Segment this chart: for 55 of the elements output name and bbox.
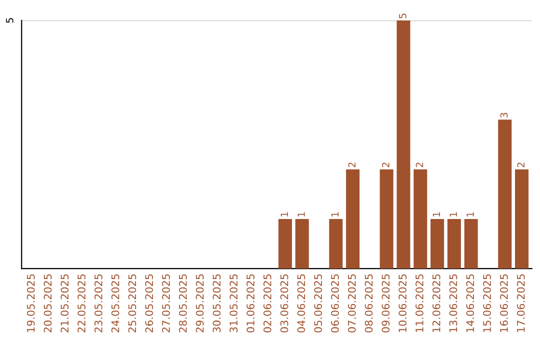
data-label: 1 (331, 212, 339, 217)
x-tick-label: 01.06.2025 (246, 274, 254, 332)
x-tick-label: 30.05.2025 (212, 274, 221, 332)
data-label: 5 (399, 14, 406, 18)
data-label: 1 (466, 212, 474, 217)
data-label: 2 (416, 162, 424, 168)
bar (464, 218, 478, 269)
x-tick-label: 13.06.2025 (449, 274, 458, 332)
x-tick-label: 31.05.2025 (230, 274, 238, 332)
x-tick-label: 28.05.2025 (178, 274, 187, 332)
x-tick-label: 12.06.2025 (432, 274, 440, 332)
x-tick-label: 15.06.2025 (483, 274, 491, 332)
bar (414, 169, 428, 269)
ref-line-label: 5 (6, 18, 14, 23)
x-tick-label: 05.06.2025 (314, 274, 322, 332)
x-tick-label: 23.05.2025 (94, 274, 102, 332)
x-tick-label: 21.05.2025 (60, 274, 69, 332)
bar (515, 169, 529, 269)
x-tick-label: 07.06.2025 (348, 274, 356, 332)
x-tick-label: 09.06.2025 (382, 274, 390, 332)
bar (329, 218, 343, 269)
data-label: 2 (517, 162, 524, 168)
data-label: 1 (450, 212, 457, 217)
x-tick-label: 03.06.2025 (280, 274, 288, 332)
data-label: 1 (280, 212, 288, 217)
data-label: 2 (348, 162, 356, 168)
bar (295, 218, 309, 269)
x-tick-label: 20.05.2025 (44, 274, 52, 332)
data-label: 3 (500, 112, 508, 118)
x-tick-label: 24.05.2025 (111, 274, 120, 332)
data-label: 2 (382, 162, 390, 168)
x-tick-label: 10.06.2025 (398, 274, 407, 332)
x-tick-label: 16.06.2025 (500, 274, 508, 332)
x-tick-label: 08.06.2025 (364, 274, 373, 332)
data-label: 1 (432, 212, 440, 217)
x-tick-label: 11.06.2025 (416, 274, 424, 332)
x-tick-label: 29.05.2025 (196, 274, 204, 332)
bar (447, 218, 461, 269)
x-tick-label: 02.06.2025 (263, 274, 272, 332)
x-tick-label: 06.06.2025 (331, 274, 339, 332)
x-tick-label: 27.05.2025 (162, 274, 170, 332)
bar (278, 218, 292, 269)
bar (430, 218, 444, 269)
bar (396, 20, 410, 269)
data-label: 1 (298, 212, 305, 217)
bar (380, 169, 394, 269)
bar (346, 169, 360, 269)
bar (498, 120, 512, 269)
x-tick-label: 22.05.2025 (78, 274, 86, 332)
x-tick-label: 04.06.2025 (297, 274, 306, 332)
x-tick-label: 25.05.2025 (128, 274, 136, 332)
x-tick-label: 17.06.2025 (516, 274, 525, 332)
x-tick-label: 14.06.2025 (466, 274, 474, 332)
x-tick-label: 19.05.2025 (26, 274, 35, 332)
x-tick-label: 26.05.2025 (145, 274, 154, 332)
